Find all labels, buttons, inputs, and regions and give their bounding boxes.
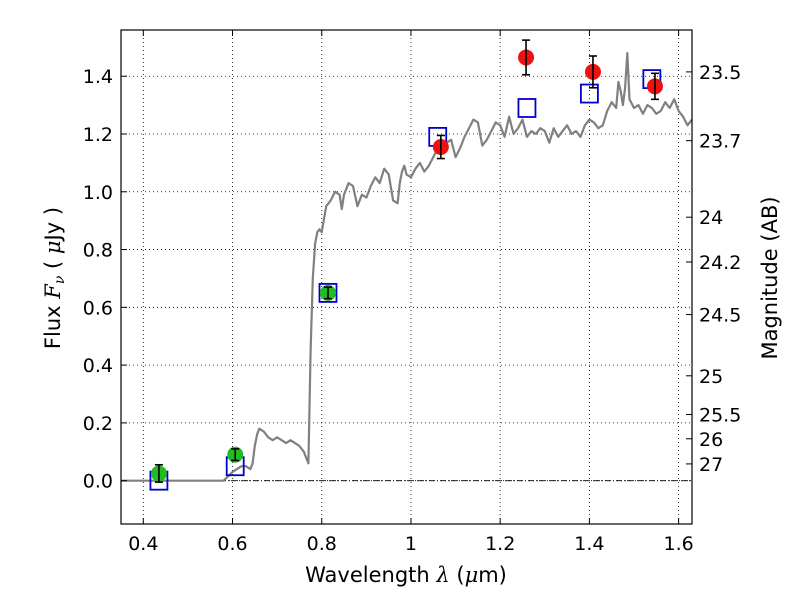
y-tick-label: 0.8 <box>83 240 113 262</box>
gridlines <box>121 30 692 524</box>
nir-photometry-markers <box>432 39 663 160</box>
y2-tick-label: 25.5 <box>699 405 741 427</box>
model-photometry-square <box>579 83 599 104</box>
y-axis-title-F: F <box>41 283 65 300</box>
y2-tick-label: 25 <box>699 366 723 388</box>
x-tick-label: 1 <box>405 533 417 555</box>
x-axis-title-open: ( <box>450 563 465 587</box>
y-axis-title: Flux Fν ( μJy ) <box>41 207 68 349</box>
y-axis-title-prefix: Flux <box>41 299 65 349</box>
x-tick-label: 1.4 <box>574 533 604 555</box>
y-tick-label: 0.2 <box>83 413 113 435</box>
y-tick-label: 1.0 <box>83 182 113 204</box>
y2-tick-label: 23.7 <box>699 131 741 153</box>
x-axis-title: Wavelength λ (μm) <box>305 563 507 587</box>
model-photometry-markers <box>149 69 662 491</box>
y-tick-label: 0.0 <box>83 471 113 493</box>
y-tick-label: 0.6 <box>83 297 113 319</box>
y-tick-label: 1.2 <box>83 124 113 146</box>
model-spectrum <box>121 52 693 482</box>
y2-tick-labels: 23.5 23.7 24 24.2 24.5 25 25.526 27 <box>699 62 741 476</box>
y2-tick-label: 24 <box>699 207 723 229</box>
y-tick-label: 1.4 <box>83 66 113 88</box>
y2-tick-label: 23.5 <box>699 62 741 84</box>
x-tick-label: 1.6 <box>664 533 694 555</box>
y-axis-title-nu: ν <box>52 275 68 284</box>
x-tick-label: 1.2 <box>485 533 515 555</box>
y2-axis-title: Magnitude (AB) <box>758 196 782 359</box>
y-axis-title-close: Jy ) <box>41 207 65 243</box>
spectrum-line <box>121 52 693 482</box>
y2-tick-label: 27 <box>699 454 723 476</box>
model-photometry-square <box>318 282 338 303</box>
x-axis-title-close: m) <box>478 563 507 587</box>
x-axis-title-prefix: Wavelength <box>305 563 436 587</box>
model-photometry-square <box>517 98 537 118</box>
x-tick-label: 0.4 <box>128 533 158 555</box>
x-tick-labels: 0.4 0.6 0.8 1 1.2 1.4 1.6 <box>128 533 694 555</box>
y-tick-label: 0.4 <box>83 355 113 377</box>
y2-tick-label: 24.2 <box>699 252 741 274</box>
x-axis-title-mu: μ <box>465 563 479 587</box>
x-tick-label: 0.8 <box>307 533 337 555</box>
x-tick-label: 0.6 <box>217 533 247 555</box>
tick-marks <box>121 30 692 524</box>
optical-photometry-markers <box>150 284 336 483</box>
plot-frame <box>120 29 693 525</box>
y-tick-labels: 0.0 0.2 0.4 0.6 0.8 1.0 1.2 1.4 <box>83 66 113 492</box>
y2-tick-label: 26 <box>699 429 723 451</box>
x-axis-title-lambda: λ <box>435 563 449 587</box>
y-axis-title-open: ( <box>41 254 65 276</box>
y-axis-title-mu: μ <box>41 240 65 254</box>
y2-tick-label: 24.5 <box>699 305 741 327</box>
